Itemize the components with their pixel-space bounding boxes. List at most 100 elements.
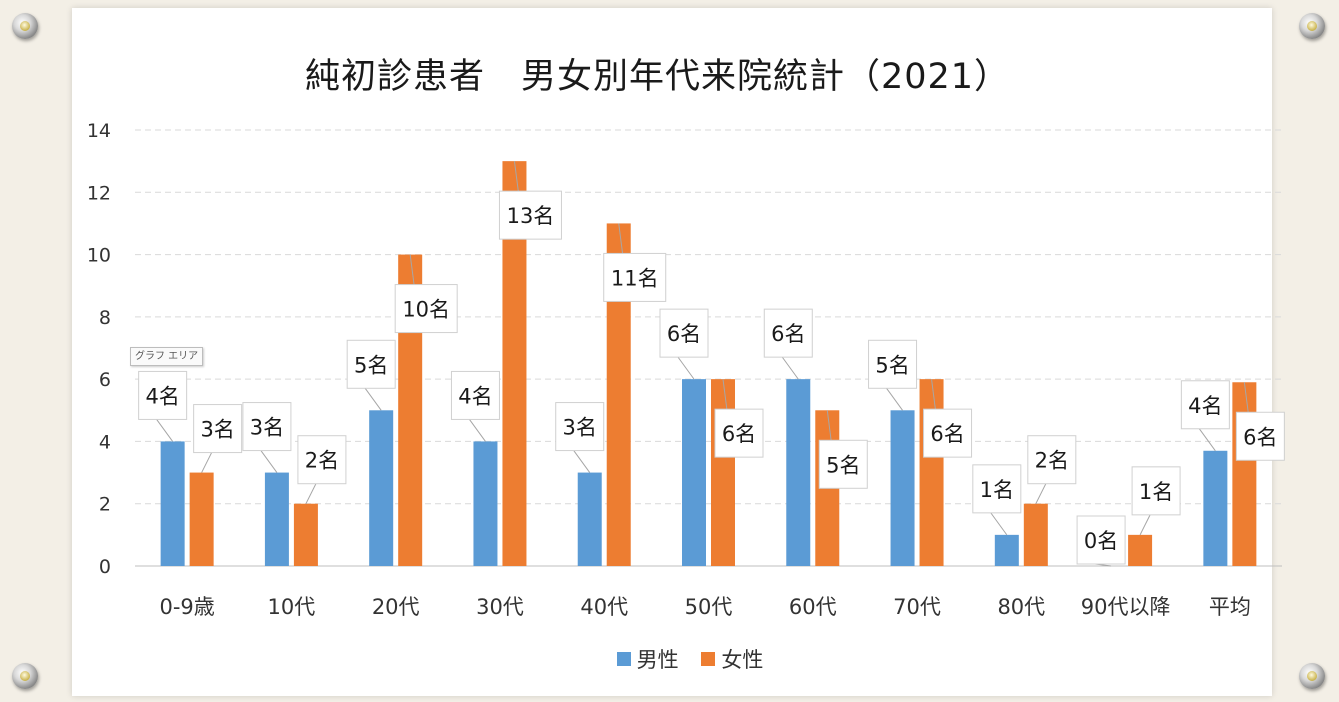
y-tick-label: 4 bbox=[99, 431, 111, 453]
label-box bbox=[1131, 466, 1181, 516]
pushpin-icon bbox=[12, 13, 38, 39]
bar-male[interactable] bbox=[473, 441, 498, 566]
label-box bbox=[972, 464, 1022, 514]
label-box bbox=[1180, 380, 1230, 430]
data-label-female: 6名 bbox=[923, 379, 973, 458]
label-leader-line bbox=[1198, 428, 1216, 452]
data-label-female: 6名 bbox=[714, 379, 764, 458]
pushpin-icon bbox=[1299, 663, 1325, 689]
chart-area-tooltip: グラフ エリア bbox=[130, 347, 204, 366]
bar-female[interactable] bbox=[919, 379, 944, 566]
x-tick-label: 30代 bbox=[476, 595, 524, 619]
legend-item-male[interactable]: 男性 bbox=[616, 644, 679, 674]
label-box bbox=[498, 190, 562, 240]
label-leader-line bbox=[305, 483, 317, 504]
bar-female[interactable] bbox=[293, 503, 318, 566]
bar-male[interactable] bbox=[994, 534, 1019, 566]
pushpin-icon bbox=[1299, 13, 1325, 39]
y-tick-label: 2 bbox=[99, 494, 111, 516]
label-box bbox=[394, 284, 458, 334]
bar-male[interactable] bbox=[682, 379, 706, 566]
x-tick-label: 40代 bbox=[580, 595, 628, 619]
x-tick-label: 80代 bbox=[997, 595, 1045, 619]
data-label-text: 1名 bbox=[1139, 480, 1173, 504]
data-label-text: 2名 bbox=[305, 449, 339, 473]
bar-male[interactable] bbox=[1203, 450, 1228, 566]
label-box bbox=[659, 308, 709, 358]
label-box bbox=[193, 404, 243, 454]
data-label-text: 4名 bbox=[145, 384, 179, 408]
label-leader-line bbox=[1139, 514, 1151, 536]
x-tick-label: 0-9歳 bbox=[159, 595, 214, 619]
legend[interactable]: 男性 女性 bbox=[0, 644, 1339, 674]
x-tick-label: 90代以降 bbox=[1081, 595, 1171, 619]
label-box bbox=[818, 439, 868, 489]
legend-swatch-male bbox=[616, 652, 631, 666]
data-label-female: 10名 bbox=[394, 254, 458, 334]
label-leader-line bbox=[781, 356, 799, 380]
bar-female[interactable] bbox=[1232, 382, 1257, 566]
label-box bbox=[297, 435, 347, 485]
label-box bbox=[555, 402, 605, 452]
data-label-male: 0名 bbox=[1076, 515, 1126, 567]
data-label-female: 2名 bbox=[1027, 435, 1077, 504]
bar-male[interactable] bbox=[890, 410, 915, 566]
data-label-male: 5名 bbox=[868, 339, 918, 411]
pushpin-icon bbox=[12, 663, 38, 689]
legend-item-female[interactable]: 女性 bbox=[701, 644, 763, 674]
data-label-text: 4名 bbox=[1188, 394, 1222, 418]
data-label-female: 1名 bbox=[1131, 466, 1181, 536]
bar-male[interactable] bbox=[786, 379, 811, 566]
data-label-text: 6名 bbox=[930, 422, 964, 446]
label-leader-line bbox=[201, 452, 213, 473]
x-tick-label: 60代 bbox=[789, 595, 837, 619]
data-label-female: 11名 bbox=[603, 223, 667, 302]
label-leader-line bbox=[573, 450, 591, 473]
label-box bbox=[1076, 515, 1126, 565]
bar-female[interactable] bbox=[1128, 534, 1153, 566]
data-label-text: 11名 bbox=[611, 266, 659, 290]
legend-label-female: 女性 bbox=[721, 648, 764, 672]
data-label-male: 3名 bbox=[242, 402, 292, 473]
label-box bbox=[603, 252, 667, 302]
x-tick-label: 20代 bbox=[372, 595, 420, 619]
data-label-male: 4名 bbox=[450, 370, 500, 442]
bar-male[interactable] bbox=[369, 410, 394, 566]
label-leader-line bbox=[364, 387, 382, 411]
data-label-text: 6名 bbox=[667, 322, 701, 346]
data-label-text: 5名 bbox=[826, 453, 860, 477]
bar-female[interactable] bbox=[711, 379, 735, 566]
bar-male[interactable] bbox=[577, 472, 602, 566]
data-label-text: 6名 bbox=[1243, 425, 1277, 449]
bar-female[interactable] bbox=[1023, 503, 1048, 566]
data-label-text: 3名 bbox=[563, 416, 597, 440]
x-tick-label: 50代 bbox=[685, 595, 733, 619]
data-label-female: 6名 bbox=[1235, 382, 1285, 461]
y-axis-ticks: 0 2 4 6 8 10 12 14 bbox=[87, 120, 111, 578]
data-label-text: 2名 bbox=[1035, 449, 1069, 473]
data-label-text: 3名 bbox=[200, 418, 234, 442]
data-label-text: 10名 bbox=[402, 298, 450, 322]
y-tick-label: 14 bbox=[87, 120, 111, 142]
data-label-text: 3名 bbox=[250, 416, 284, 440]
label-box bbox=[242, 402, 292, 452]
bar-male[interactable] bbox=[160, 441, 185, 566]
y-tick-label: 12 bbox=[87, 182, 111, 204]
bar-female[interactable] bbox=[189, 472, 214, 566]
label-leader-line bbox=[677, 356, 695, 380]
y-tick-label: 0 bbox=[99, 556, 111, 578]
data-label-text: 4名 bbox=[458, 384, 492, 408]
data-labels: 4名 3名 3名 2名 5名 10名 4名 13名 3名 11名 6名 6名 6名 5名 5名 6名 1名 2名 0… bbox=[138, 161, 1285, 567]
bar-male[interactable] bbox=[264, 472, 289, 566]
data-label-female: 5名 bbox=[818, 410, 868, 489]
data-label-text: 13名 bbox=[507, 204, 555, 228]
label-box bbox=[450, 370, 500, 420]
label-leader-line bbox=[156, 419, 174, 442]
data-label-male: 5名 bbox=[346, 339, 396, 411]
label-box bbox=[138, 370, 188, 420]
x-axis-ticks: 0-9歳 10代 20代 30代 40代 50代 60代 70代 80代 90代以降 平均 bbox=[159, 595, 1250, 619]
data-label-male: 4名 bbox=[1180, 380, 1230, 452]
label-leader-line bbox=[886, 387, 903, 411]
data-label-male: 4名 bbox=[138, 370, 188, 442]
